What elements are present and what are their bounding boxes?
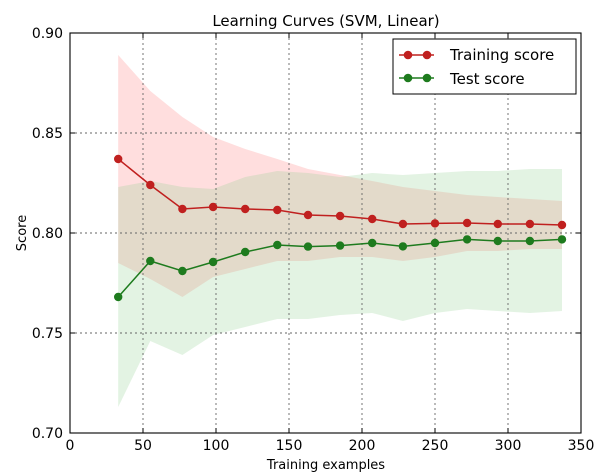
y-tick-label: 0.85 <box>32 126 63 142</box>
training-score-point <box>240 204 250 214</box>
legend-marker-test <box>422 73 432 83</box>
test-score-point <box>178 266 187 276</box>
legend-marker-training <box>422 50 432 60</box>
legend-label-test: Test score <box>449 70 525 88</box>
series-lines <box>113 154 567 302</box>
test-score-point <box>335 241 345 250</box>
confidence-bands <box>118 55 562 407</box>
chart-title: Learning Curves (SVM, Linear) <box>212 12 439 30</box>
test-score-point <box>493 236 502 246</box>
x-tick-label: 250 <box>422 438 449 454</box>
x-tick-label: 350 <box>568 438 595 454</box>
test-score-point <box>430 238 440 248</box>
training-score-band <box>118 55 562 297</box>
x-axis-label: Training examples <box>266 458 385 473</box>
test-score-point <box>303 242 313 251</box>
test-score-point <box>368 238 377 248</box>
test-score-point <box>240 247 250 257</box>
training-score-point <box>557 220 567 230</box>
training-score-point <box>368 214 377 224</box>
training-score-point <box>525 219 535 229</box>
y-axis-label: Score <box>15 215 30 251</box>
training-score-point <box>398 219 408 229</box>
training-score-point <box>113 154 123 164</box>
x-tick-label: 150 <box>276 438 303 454</box>
test-score-point <box>525 236 535 246</box>
y-tick-label: 0.70 <box>32 426 63 442</box>
legend: Training score Test score <box>392 38 577 95</box>
x-axis-ticks: 0 50 100 150 200 250 300 350 <box>66 33 595 454</box>
legend-label-training: Training score <box>449 46 554 64</box>
y-tick-label: 0.90 <box>32 26 63 42</box>
training-score-point <box>303 210 313 220</box>
test-score-point <box>462 235 472 244</box>
y-tick-label: 0.75 <box>32 326 63 342</box>
x-tick-label: 300 <box>495 438 522 454</box>
training-score-point <box>462 218 472 228</box>
test-score-band <box>118 169 562 407</box>
training-score-point <box>208 202 218 212</box>
y-tick-label: 0.80 <box>32 226 63 242</box>
test-score-point <box>557 235 567 244</box>
x-tick-label: 50 <box>134 438 152 454</box>
test-score-point <box>113 292 123 302</box>
test-score-point <box>398 242 408 251</box>
x-tick-label: 200 <box>349 438 376 454</box>
legend-marker-test <box>403 73 413 83</box>
training-score-point <box>335 211 345 221</box>
training-score-point <box>493 219 502 229</box>
test-score-point <box>208 257 218 267</box>
test-score-point <box>273 240 282 250</box>
x-tick-label: 0 <box>66 438 75 454</box>
legend-marker-training <box>403 50 413 60</box>
test-score-point <box>146 256 155 266</box>
training-score-point <box>273 205 282 215</box>
grid-lines <box>70 33 581 433</box>
training-score-point <box>146 180 155 190</box>
legend-box <box>392 38 577 95</box>
training-score-point <box>430 219 440 228</box>
training-score-point <box>178 204 187 214</box>
y-axis-ticks: 0.70 0.75 0.80 0.85 0.90 <box>32 26 581 442</box>
x-tick-label: 100 <box>203 438 230 454</box>
